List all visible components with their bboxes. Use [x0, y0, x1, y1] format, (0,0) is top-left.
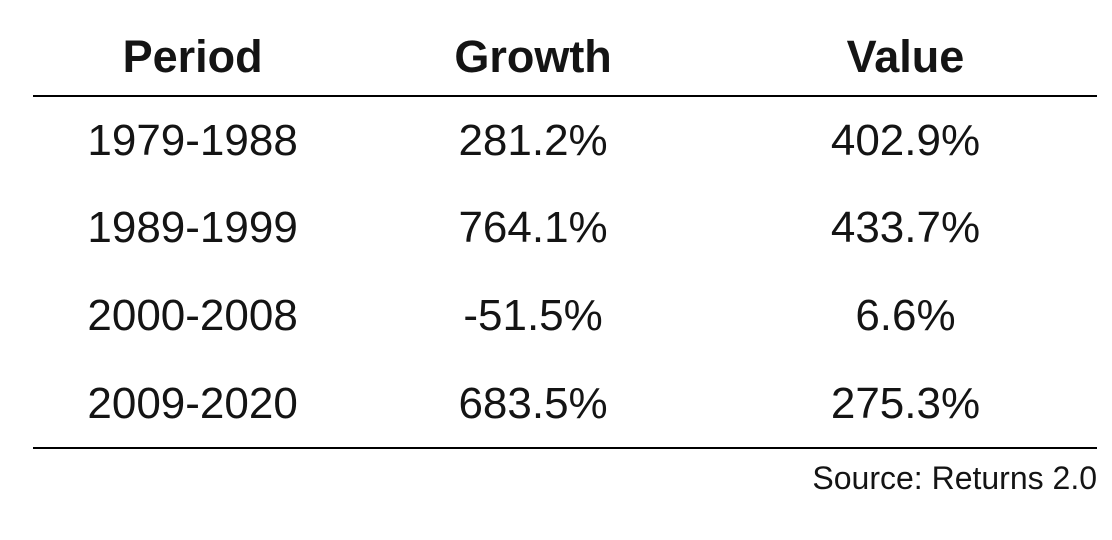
- value-cell: 433.7%: [830, 203, 981, 252]
- period-cell: 1989-1999: [87, 203, 298, 252]
- returns-table: Period Growth Value 1979-1988 281.2% 402…: [33, 18, 1097, 449]
- table-row: 2009-2020 683.5% 275.3%: [33, 360, 1097, 449]
- header-row: Period Growth Value: [33, 18, 1097, 97]
- growth-cell: 764.1%: [458, 203, 608, 252]
- growth-cell: 281.2%: [458, 115, 608, 165]
- source-note: Source: Returns 2.0: [812, 460, 1097, 496]
- value-cell: 402.9%: [830, 115, 981, 165]
- growth-cell: -51.5%: [463, 291, 603, 340]
- period-cell: 2009-2020: [33, 360, 353, 449]
- value-cell: 275.3%: [713, 360, 1097, 449]
- value-cell: 6.6%: [855, 291, 956, 340]
- growth-cell: 683.5%: [352, 360, 714, 449]
- column-header-value: Value: [713, 18, 1097, 97]
- period-cell: 2000-2008: [87, 291, 298, 340]
- table-row: 2000-2008 -51.5% 6.6%: [33, 272, 1097, 360]
- table-row: 1989-1999 764.1% 433.7%: [33, 184, 1097, 272]
- column-header-growth: Growth: [352, 18, 714, 97]
- column-header-period: Period: [33, 18, 353, 97]
- table-row: 1979-1988 281.2% 402.9%: [33, 96, 1097, 184]
- period-cell: 1979-1988: [87, 115, 298, 165]
